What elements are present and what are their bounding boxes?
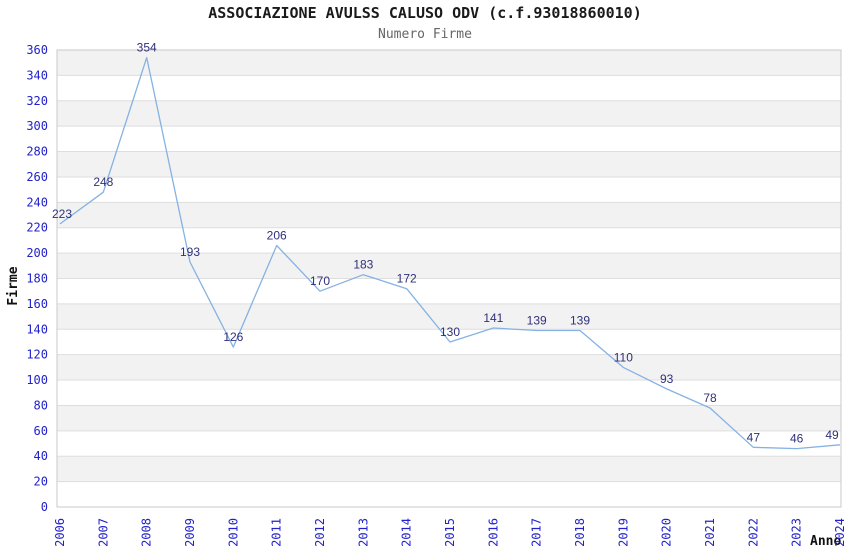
data-label: 170 bbox=[310, 274, 330, 288]
chart-title: ASSOCIAZIONE AVULSS CALUSO ODV (c.f.9301… bbox=[208, 4, 642, 22]
plot-border bbox=[56, 49, 842, 508]
plot-band bbox=[57, 380, 841, 406]
x-tick-label: 2008 bbox=[140, 518, 154, 547]
data-label: 49 bbox=[825, 428, 839, 442]
y-tick-label: 340 bbox=[26, 68, 48, 82]
x-tick-label: 2016 bbox=[486, 518, 500, 547]
plot-band bbox=[57, 50, 841, 76]
data-label: 46 bbox=[790, 432, 804, 446]
x-tick-label: 2009 bbox=[183, 518, 197, 547]
x-tick-label: 2014 bbox=[400, 518, 414, 547]
x-tick-label: 2015 bbox=[443, 518, 457, 547]
data-label: 172 bbox=[397, 272, 417, 286]
data-label: 126 bbox=[223, 330, 243, 344]
x-tick-label: 2020 bbox=[660, 518, 674, 547]
data-label: 78 bbox=[703, 391, 717, 405]
data-label: 354 bbox=[137, 41, 157, 55]
x-tick-label: 2024 bbox=[833, 518, 847, 547]
data-label: 183 bbox=[353, 258, 373, 272]
y-tick-label: 200 bbox=[26, 246, 48, 260]
x-tick-label: 2007 bbox=[96, 518, 110, 547]
data-label: 110 bbox=[614, 350, 633, 364]
data-label: 206 bbox=[267, 228, 287, 242]
x-tick-label: 2022 bbox=[746, 518, 760, 547]
y-tick-label: 40 bbox=[34, 449, 48, 463]
x-tick-label: 2013 bbox=[356, 518, 370, 547]
plot-band bbox=[57, 151, 841, 177]
data-label: 130 bbox=[440, 325, 460, 339]
x-tick-label: 2012 bbox=[313, 518, 327, 547]
x-tick-label: 2006 bbox=[53, 518, 67, 547]
plot-band bbox=[57, 329, 841, 355]
y-tick-label: 280 bbox=[26, 145, 48, 159]
y-tick-label: 180 bbox=[26, 272, 48, 286]
y-tick-label: 120 bbox=[26, 348, 48, 362]
x-tick-label: 2017 bbox=[530, 518, 544, 547]
plot-band bbox=[57, 456, 841, 482]
y-tick-label: 260 bbox=[26, 170, 48, 184]
x-tick-label: 2021 bbox=[703, 518, 717, 547]
y-tick-label: 360 bbox=[26, 43, 48, 57]
data-label: 47 bbox=[747, 430, 761, 444]
plot-band bbox=[57, 354, 841, 381]
y-tick-label: 0 bbox=[41, 500, 48, 514]
x-tick-label: 2019 bbox=[616, 518, 630, 547]
plot-band bbox=[57, 405, 841, 431]
plot-band bbox=[57, 100, 841, 127]
plot-band bbox=[57, 176, 841, 203]
data-label: 223 bbox=[52, 207, 72, 221]
plot-band bbox=[57, 481, 841, 507]
plot-band bbox=[57, 253, 841, 279]
plot-band bbox=[57, 430, 841, 457]
y-tick-label: 80 bbox=[34, 398, 48, 412]
data-label: 93 bbox=[660, 372, 674, 386]
data-label: 248 bbox=[93, 175, 113, 189]
data-label: 193 bbox=[180, 245, 200, 259]
data-label: 141 bbox=[483, 311, 503, 325]
y-tick-label: 160 bbox=[26, 297, 48, 311]
plot-band bbox=[57, 75, 841, 101]
x-axis-label: Anno bbox=[810, 534, 842, 549]
plot-band bbox=[57, 227, 841, 254]
x-tick-label: 2010 bbox=[226, 518, 240, 547]
y-tick-label: 220 bbox=[26, 221, 48, 235]
data-label: 139 bbox=[570, 314, 590, 328]
plot-band bbox=[57, 278, 841, 304]
y-tick-label: 300 bbox=[26, 119, 48, 133]
y-tick-label: 320 bbox=[26, 94, 48, 108]
plot-band bbox=[57, 303, 841, 330]
y-tick-label: 100 bbox=[26, 373, 48, 387]
y-tick-label: 20 bbox=[34, 475, 48, 489]
x-tick-label: 2023 bbox=[790, 518, 804, 547]
y-tick-label: 60 bbox=[34, 424, 48, 438]
x-tick-label: 2018 bbox=[573, 518, 587, 547]
data-label: 139 bbox=[527, 314, 547, 328]
data-line bbox=[59, 56, 841, 450]
y-tick-label: 140 bbox=[26, 322, 48, 336]
y-tick-label: 240 bbox=[26, 195, 48, 209]
x-tick-label: 2011 bbox=[270, 518, 284, 547]
plot-band bbox=[57, 126, 841, 152]
plot-band bbox=[57, 202, 841, 228]
chart-subtitle: Numero Firme bbox=[378, 27, 472, 42]
